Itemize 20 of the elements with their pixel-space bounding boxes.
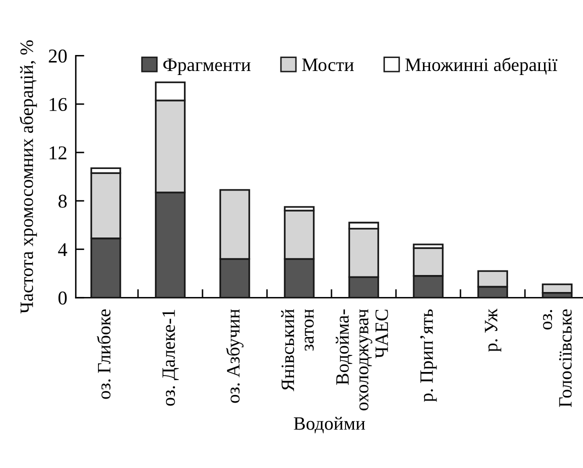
- x-tick-label: Янівський затон: [281, 309, 314, 392]
- x-tick-label: оз. Глибоке: [96, 309, 111, 399]
- x-tick-label: оз. Далеке-1: [162, 310, 179, 406]
- y-tick-label: 4: [58, 243, 68, 256]
- legend-label: Мости: [302, 58, 354, 72]
- x-tick-label: оз. Голосіївське: [543, 309, 572, 408]
- y-tick-label: 16: [50, 98, 67, 112]
- x-axis-title: Водойми: [294, 416, 366, 434]
- y-tick-label: 0: [58, 291, 67, 305]
- y-tick-label: 20: [48, 50, 67, 63]
- y-axis-title: Частота хромосомних аберацій, %: [19, 40, 37, 314]
- x-tick-label: р. Прип’ять: [420, 309, 437, 402]
- legend-label: Множинні аберації: [405, 58, 558, 75]
- x-tick-label: р. Уж: [484, 308, 502, 352]
- y-tick-label: 8: [58, 194, 67, 208]
- bar: [542, 284, 573, 294]
- y-tick-label: 12: [50, 146, 66, 160]
- x-tick-label: оз. Азбучин: [226, 309, 244, 403]
- x-tick-label: Водойма- охолоджувач ЧАЕС: [336, 309, 388, 410]
- legend-label: Фрагменти: [163, 58, 251, 75]
